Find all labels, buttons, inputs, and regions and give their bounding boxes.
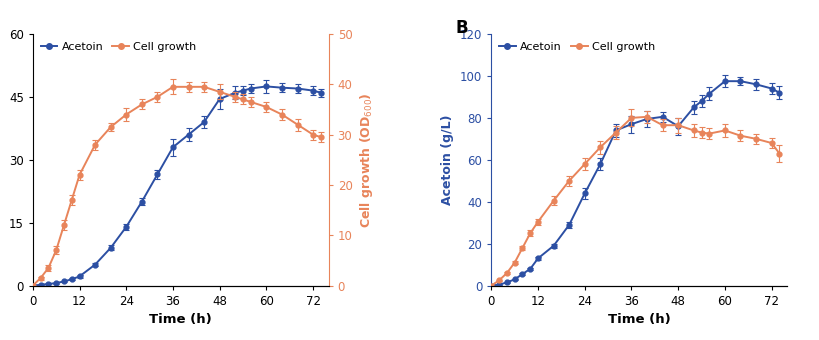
Y-axis label: Acetoin (g/L): Acetoin (g/L) [441, 115, 454, 205]
X-axis label: Time (h): Time (h) [607, 313, 670, 326]
X-axis label: Time (h): Time (h) [149, 313, 212, 326]
Legend: Acetoin, Cell growth: Acetoin, Cell growth [38, 39, 199, 54]
Y-axis label: Cell growth (OD$_{600}$): Cell growth (OD$_{600}$) [358, 92, 374, 228]
Legend: Acetoin, Cell growth: Acetoin, Cell growth [496, 39, 657, 54]
Text: B: B [455, 19, 468, 37]
